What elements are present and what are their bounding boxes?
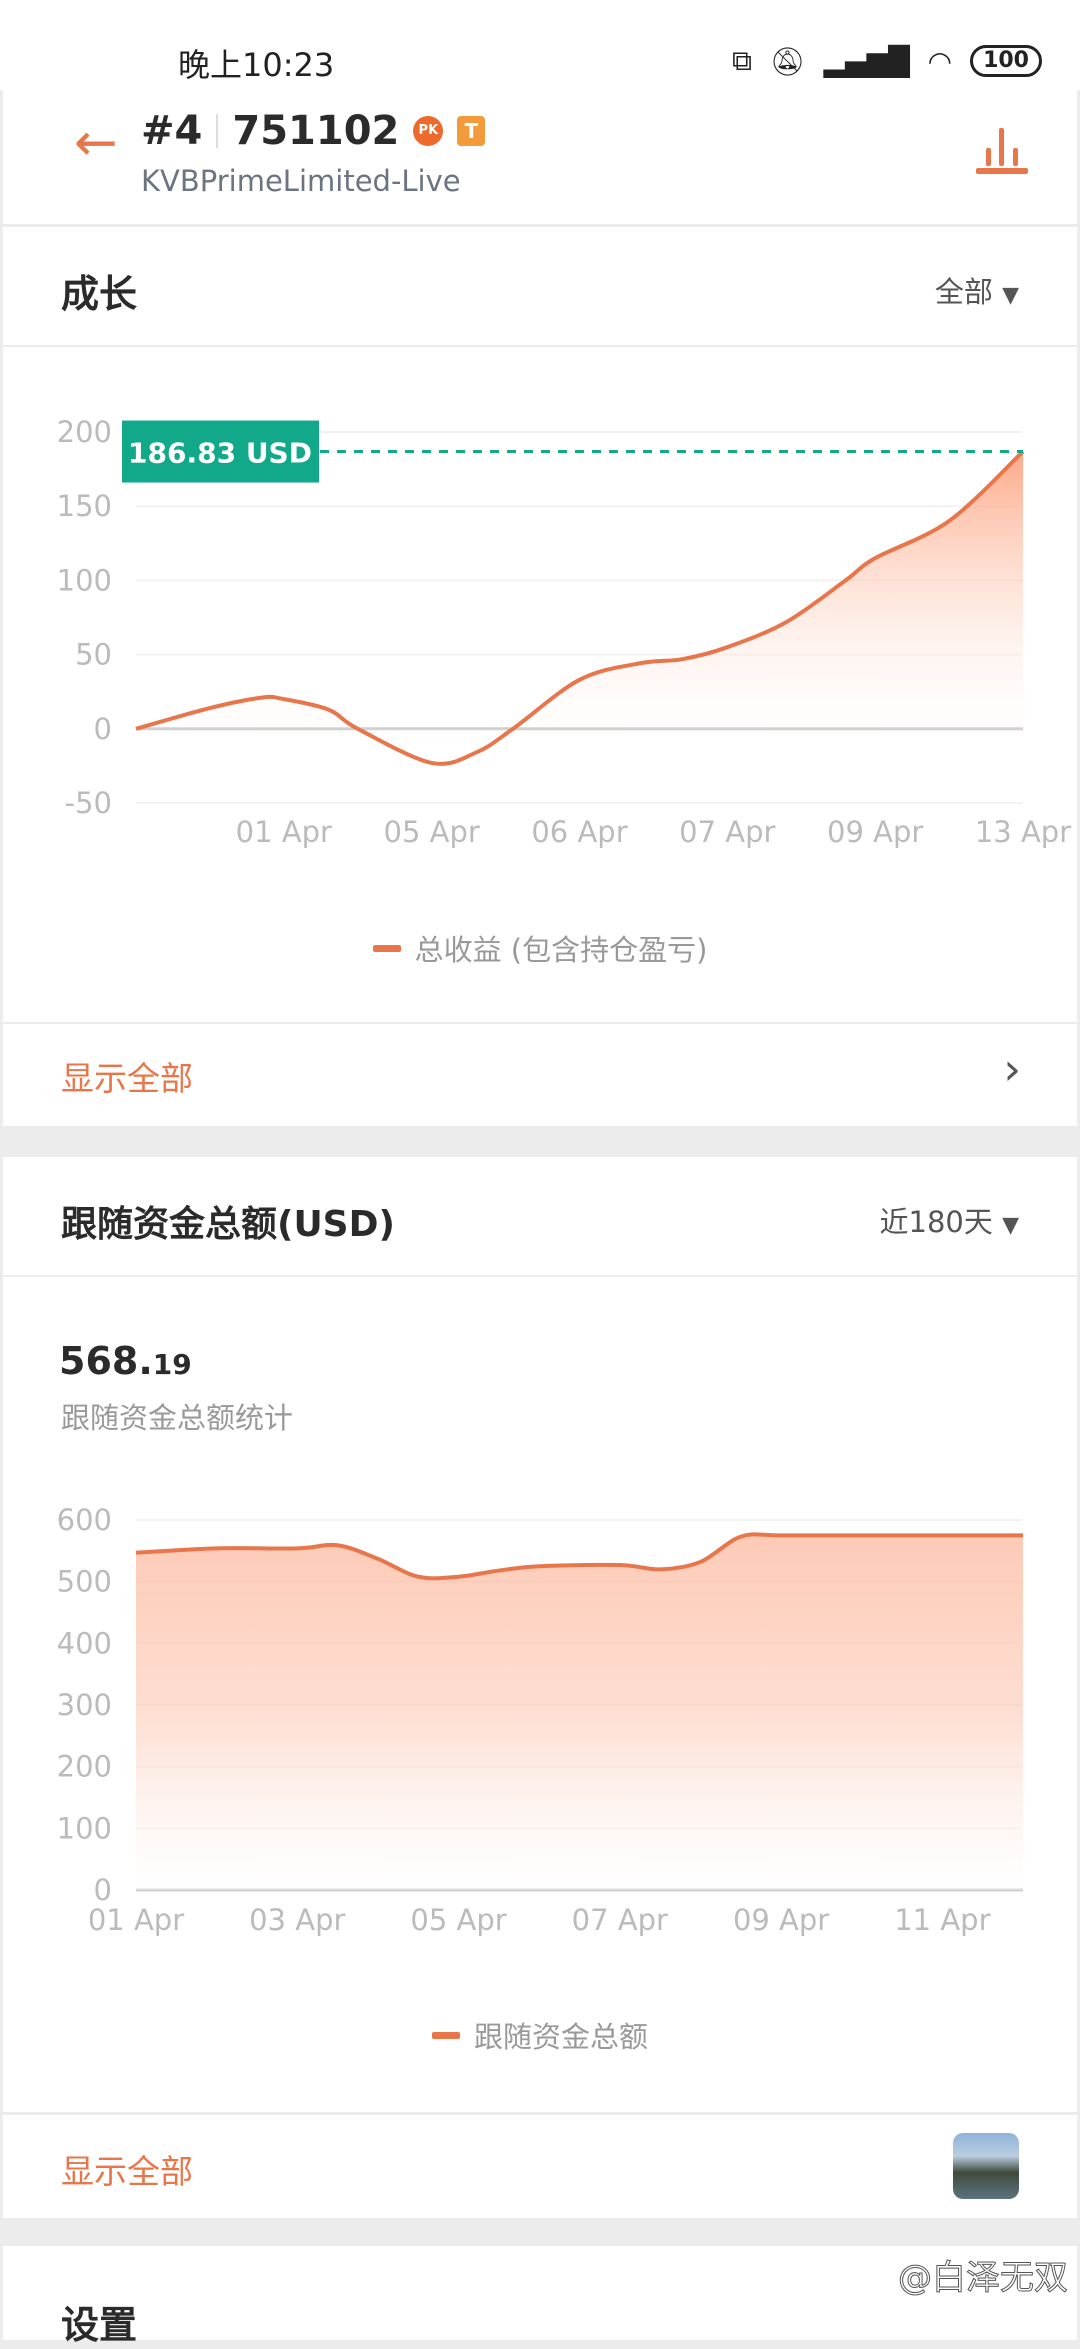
fund-legend: 跟随资金总额 xyxy=(3,2014,1077,2056)
y-tick-label: 150 xyxy=(57,489,112,523)
amount-label: 跟随资金总额统计 xyxy=(61,1401,294,1435)
watermark: @白泽无双 xyxy=(898,2258,1069,2299)
screen-rotate-icon: ⧉ xyxy=(731,44,752,77)
legend-label: 总收益 (包含持仓盈亏) xyxy=(414,933,708,967)
status-time: 晚上10:23 xyxy=(178,46,335,84)
amount-decimal: 19 xyxy=(152,1348,192,1381)
status-bar: 晚上10:23 ⧉ 🔕︎ ▂▄▆█ ◠ 100 xyxy=(0,0,1080,90)
x-tick-label: 11 Apr xyxy=(894,1903,990,1937)
y-tick-label: 400 xyxy=(57,1626,112,1660)
y-tick-label: 100 xyxy=(57,563,112,597)
section-title: 跟随资金总额(USD) xyxy=(61,1204,395,1245)
x-tick-label: 03 Apr xyxy=(249,1903,345,1937)
x-tick-label: 07 Apr xyxy=(572,1903,668,1937)
battery-icon: 100 xyxy=(970,45,1042,77)
y-tick-label: -50 xyxy=(65,786,112,820)
settings-title: 设置 xyxy=(61,2303,138,2347)
t-badge: T xyxy=(457,116,486,146)
account-title: #4 751102 PK T xyxy=(141,108,486,154)
broker-name: KVBPrimeLimited-Live xyxy=(141,164,461,198)
bell-off-icon: 🔕︎ xyxy=(769,44,806,78)
x-tick-label: 01 Apr xyxy=(88,1903,184,1937)
y-tick-label: 200 xyxy=(57,1750,112,1784)
fund-header: 跟随资金总额(USD) 近180天 ▼ xyxy=(3,1157,1077,1275)
caret-down-icon: ▼ xyxy=(1002,1213,1019,1238)
back-arrow-icon[interactable]: ← xyxy=(74,113,118,173)
wifi-icon: ◠ xyxy=(927,44,953,78)
status-icons: ⧉ 🔕︎ ▂▄▆█ ◠ 100 xyxy=(732,44,1042,78)
series-line xyxy=(135,1532,1023,1581)
growth-chart: 200 150 100 50 0 -50 01 Apr 05 Apr 06 Apr 07 Apr 0… xyxy=(57,415,1072,849)
divider xyxy=(216,114,219,148)
x-tick-label: 05 Apr xyxy=(410,1903,506,1937)
y-tick-label: 500 xyxy=(57,1565,112,1599)
caret-down-icon: ▼ xyxy=(1002,283,1019,308)
account-number: 751102 xyxy=(232,108,400,154)
stats-bar-icon[interactable] xyxy=(974,126,1030,176)
fund-chart-card: 568.19 跟随资金总额统计 600 500 400 300 200 100 0 01 Ap… xyxy=(3,1277,1077,2112)
x-tick-label: 01 Apr xyxy=(236,815,332,849)
fund-filter-dropdown[interactable]: 近180天 ▼ xyxy=(880,1199,1020,1241)
fire-pk-icon: PK xyxy=(413,116,444,146)
y-tick-label: 50 xyxy=(75,638,112,672)
y-tick-label: 200 xyxy=(57,415,112,449)
show-all-link[interactable]: 显示全部 xyxy=(61,1059,193,1098)
last-value-label: 186.83 USD xyxy=(128,437,312,470)
legend-swatch xyxy=(431,2031,460,2039)
x-tick-label: 06 Apr xyxy=(531,815,627,849)
growth-filter-dropdown[interactable]: 全部 ▼ xyxy=(935,269,1019,311)
x-tick-label: 07 Apr xyxy=(679,815,775,849)
growth-chart-card: 200 150 100 50 0 -50 01 Apr 05 Apr 06 Apr 07 Apr 0… xyxy=(3,347,1077,1022)
chevron-right-icon: › xyxy=(1003,1044,1021,1095)
x-tick-label: 09 Apr xyxy=(827,815,923,849)
growth-header: 成长 全部 ▼ xyxy=(3,227,1077,345)
dropdown-value: 全部 xyxy=(934,275,993,309)
show-all-link[interactable]: 显示全部 xyxy=(61,2152,193,2191)
rank: #4 xyxy=(141,108,203,154)
dropdown-value: 近180天 xyxy=(879,1205,993,1239)
signal-hd-icon: ▂▄▆█ xyxy=(823,44,910,78)
y-tick-label: 0 xyxy=(94,1873,112,1907)
thumbnail-image[interactable] xyxy=(953,2133,1019,2199)
series-line xyxy=(135,450,1025,766)
section-title: 成长 xyxy=(61,272,138,316)
app-header xyxy=(3,90,1077,224)
y-tick-label: 600 xyxy=(57,1503,112,1537)
growth-legend: 总收益 (包含持仓盈亏) xyxy=(3,927,1077,969)
growth-show-all-row[interactable]: 显示全部 › xyxy=(3,1024,1077,1126)
x-tick-label: 09 Apr xyxy=(733,1903,829,1937)
area-fill xyxy=(136,1534,1023,1890)
amount-integer: 568. xyxy=(59,1339,153,1383)
y-tick-label: 0 xyxy=(94,712,112,746)
fund-amount: 568.19 xyxy=(59,1339,192,1383)
y-tick-label: 100 xyxy=(57,1811,112,1845)
fund-chart: 600 500 400 300 200 100 001 Apr 03 Apr 05 Apr 07 … xyxy=(57,1503,1023,1937)
area-fill xyxy=(136,451,1023,764)
x-tick-label: 05 Apr xyxy=(384,815,480,849)
legend-label: 跟随资金总额 xyxy=(473,2020,648,2054)
legend-swatch xyxy=(372,944,401,952)
fund-show-all-row[interactable]: 显示全部 xyxy=(3,2115,1077,2218)
y-tick-label: 300 xyxy=(57,1688,112,1722)
last-value-badge xyxy=(122,420,319,483)
x-tick-label: 13 Apr xyxy=(975,815,1071,849)
